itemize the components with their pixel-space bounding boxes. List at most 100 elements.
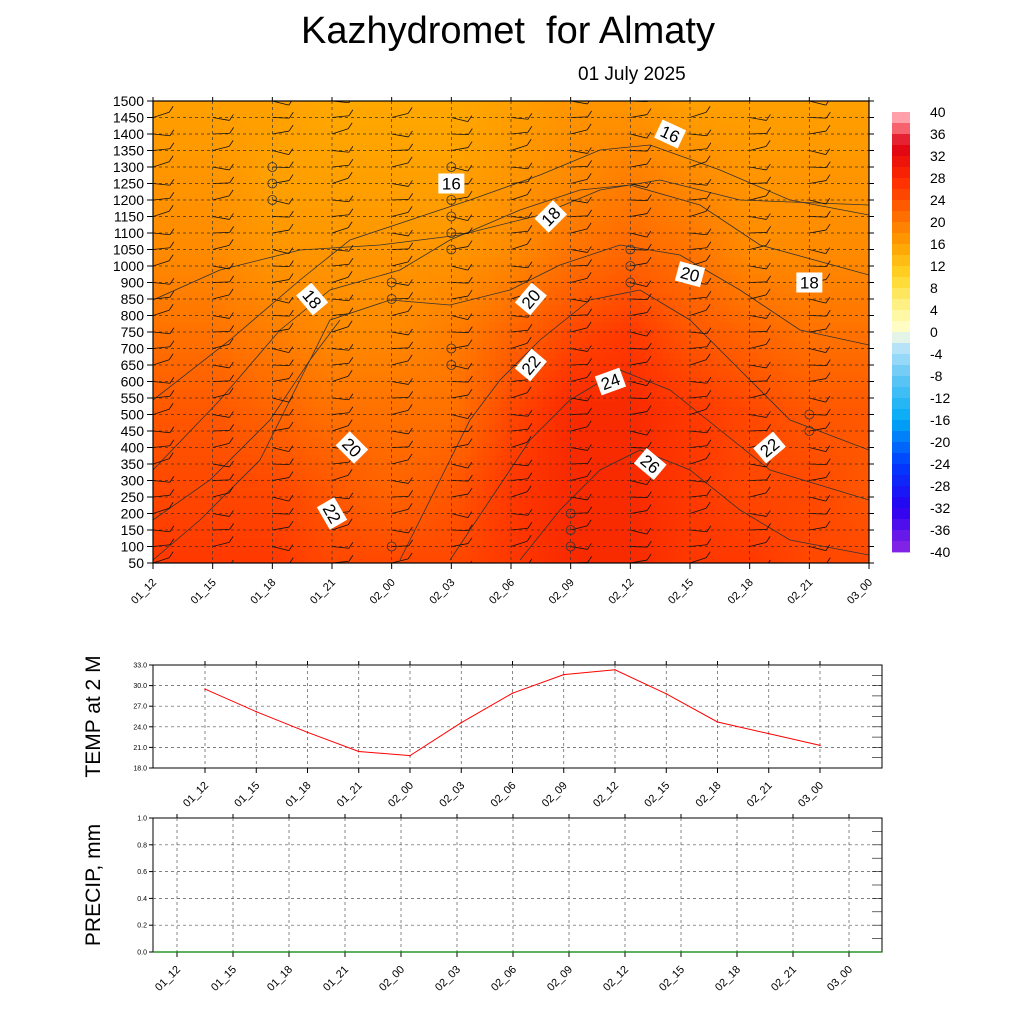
heatmap-cell — [231, 113, 238, 120]
heatmap-cell — [513, 149, 520, 156]
heatmap-cell — [489, 455, 496, 462]
heatmap-cell — [195, 107, 202, 114]
heatmap-cell — [459, 263, 466, 270]
heatmap-cell — [435, 221, 442, 228]
heatmap-cell — [435, 503, 442, 510]
heatmap-cell — [471, 425, 478, 432]
heatmap-cell — [315, 419, 322, 426]
heatmap-cell — [441, 425, 448, 432]
heatmap-cell — [405, 383, 412, 390]
heatmap-cell — [519, 503, 526, 510]
heatmap-cell — [381, 185, 388, 192]
heatmap-cell — [303, 209, 310, 216]
heatmap-cell — [351, 503, 358, 510]
heatmap-cell — [351, 137, 358, 144]
heatmap-cell — [441, 305, 448, 312]
heatmap-cell — [477, 491, 484, 498]
heatmap-cell — [297, 485, 304, 492]
heatmap-cell — [483, 131, 490, 138]
heatmap-cell — [375, 551, 382, 558]
heatmap-cell — [321, 305, 328, 312]
heatmap-cell — [459, 557, 466, 563]
heatmap-cell — [477, 497, 484, 504]
heatmap-cell — [321, 323, 328, 330]
heatmap-cell — [285, 347, 292, 354]
heatmap-cell — [507, 377, 514, 384]
heatmap-cell — [507, 503, 514, 510]
heatmap-cell — [441, 293, 448, 300]
heatmap-cell — [279, 401, 286, 408]
heatmap-cell — [351, 161, 358, 168]
heatmap-cell — [393, 317, 400, 324]
heatmap-cell — [297, 389, 304, 396]
heatmap-cell — [219, 197, 226, 204]
heatmap-cell — [399, 197, 406, 204]
heatmap-cell — [261, 437, 268, 444]
heatmap-cell — [489, 137, 496, 144]
heatmap-cell — [177, 527, 184, 534]
heatmap-cell — [195, 539, 202, 546]
heatmap-cell — [225, 101, 232, 108]
heatmap-cell — [165, 395, 172, 402]
heatmap-cell — [411, 467, 418, 474]
heatmap-cell — [435, 557, 442, 563]
heatmap-cell — [231, 233, 238, 240]
heatmap-cell — [219, 245, 226, 252]
heatmap-cell — [231, 539, 238, 546]
heatmap-cell — [261, 311, 268, 318]
heatmap-cell — [411, 521, 418, 528]
heatmap-cell — [441, 245, 448, 252]
heatmap-cell — [381, 209, 388, 216]
heatmap-cell — [459, 407, 466, 414]
heatmap-cell — [279, 545, 286, 552]
heatmap-cell — [183, 323, 190, 330]
heatmap-cell — [195, 137, 202, 144]
heatmap-cell — [261, 323, 268, 330]
heatmap-cell — [291, 527, 298, 534]
heatmap-cell — [159, 209, 166, 216]
heatmap-cell — [255, 227, 262, 234]
heatmap-cell — [387, 131, 394, 138]
heatmap-cell — [321, 317, 328, 324]
heatmap-cell — [357, 389, 364, 396]
heatmap-cell — [285, 143, 292, 150]
heatmap-cell — [207, 167, 214, 174]
heatmap-cell — [333, 269, 340, 276]
heatmap-cell — [207, 515, 214, 522]
heatmap-cell — [501, 305, 508, 312]
heatmap-cell — [381, 389, 388, 396]
heatmap-cell — [249, 239, 256, 246]
heatmap-cell — [213, 467, 220, 474]
heatmap-cell — [423, 299, 430, 306]
heatmap-cell — [405, 275, 412, 282]
heatmap-cell — [405, 119, 412, 126]
heatmap-cell — [201, 317, 208, 324]
heatmap-cell — [507, 317, 514, 324]
heatmap-cell — [351, 371, 358, 378]
heatmap-cell — [231, 239, 238, 246]
heatmap-cell — [291, 203, 298, 210]
heatmap-cell — [495, 203, 502, 210]
heatmap-cell — [489, 239, 496, 246]
heatmap-cell — [513, 107, 520, 114]
heatmap-cell — [237, 161, 244, 168]
heatmap-cell — [231, 389, 238, 396]
heatmap-cell — [447, 383, 454, 390]
heatmap-cell — [279, 203, 286, 210]
heatmap-cell — [417, 137, 424, 144]
heatmap-cell — [351, 197, 358, 204]
heatmap-cell — [159, 305, 166, 312]
heatmap-cell — [393, 191, 400, 198]
heatmap-cell — [519, 401, 526, 408]
heatmap-cell — [495, 413, 502, 420]
heatmap-cell — [531, 269, 538, 276]
heatmap-cell — [375, 377, 382, 384]
heatmap-cell — [357, 467, 364, 474]
heatmap-cell — [453, 425, 460, 432]
heatmap-cell — [285, 257, 292, 264]
heatmap-cell — [297, 329, 304, 336]
heatmap-cell — [273, 131, 280, 138]
heatmap-cell — [159, 377, 166, 384]
heatmap-cell — [393, 485, 400, 492]
heatmap-cell — [495, 263, 502, 270]
